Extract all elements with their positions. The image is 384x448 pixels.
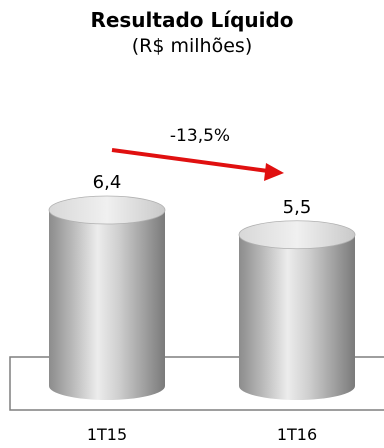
change-arrow <box>111 148 269 173</box>
change-arrow-head <box>264 163 284 181</box>
value-label-layer: 6,4 5,5 <box>93 172 312 218</box>
change-percent-label: -13,5% <box>170 126 230 146</box>
bar-body <box>49 210 165 400</box>
chart-subtitle: (R$ milhões) <box>132 35 252 57</box>
value-label: 6,4 <box>93 172 122 193</box>
value-label: 5,5 <box>283 197 312 218</box>
category-label-layer: 1T15 1T16 <box>87 425 317 444</box>
category-label: 1T15 <box>87 425 127 444</box>
bar-layer <box>48 195 356 400</box>
bar-top <box>238 220 356 250</box>
bar-1T15 <box>48 195 166 400</box>
category-label: 1T16 <box>277 425 317 444</box>
chart-title: Resultado Líquido <box>90 8 293 32</box>
change-indicator: -13,5% <box>111 126 284 181</box>
bar-1T16 <box>238 220 356 400</box>
bar-body <box>239 234 355 400</box>
bar-top <box>48 195 166 225</box>
